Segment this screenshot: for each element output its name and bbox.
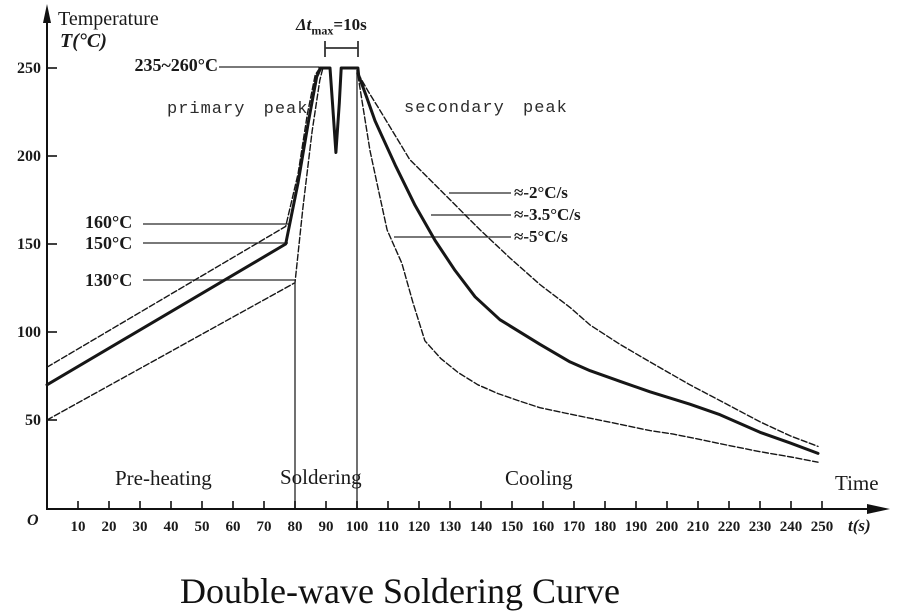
x-tick-label: 100 [346, 519, 369, 535]
x-tick-label: 130 [439, 519, 462, 535]
curve-cooling-5C-per-s [357, 74, 819, 463]
x-tick-label: 180 [594, 519, 617, 535]
curve-cooling-2C-per-s [357, 72, 819, 448]
x-tick-label: 160 [532, 519, 555, 535]
x-tick-label: 80 [288, 519, 303, 535]
temp-130-label: 130°C [85, 270, 133, 290]
x-tick-label: 30 [133, 519, 148, 535]
y-axis-title: Temperature [58, 8, 159, 30]
primary-peak-label: primary peak [167, 100, 309, 119]
x-tick-label: 200 [656, 519, 679, 535]
phase-preheating-label: Pre-heating [115, 466, 212, 490]
curve-preheat-lower-130C [46, 67, 324, 421]
dt-max-label: Δtmax=10s [296, 16, 367, 37]
x-tick-label: 60 [226, 519, 241, 535]
x-tick-label: 90 [319, 519, 334, 535]
curve-double-peak [318, 66, 361, 154]
x-tick-label: 40 [164, 519, 179, 535]
y-tick-label: 200 [17, 148, 41, 165]
y-axis-arrow-icon [43, 4, 51, 23]
curve-preheat-main-150C [45, 66, 323, 387]
dt-sub: max [311, 23, 334, 38]
figure-title: Double-wave Soldering Curve [180, 571, 620, 611]
curves-group [45, 66, 820, 463]
x-tick-label: 10 [71, 519, 86, 535]
rate-2-label: ≈-2°C/s [514, 183, 568, 202]
curve-cooling-3.5C-per-s [356, 71, 820, 455]
x-tick-label: 210 [687, 519, 710, 535]
peak-range-label: 235~260°C [134, 55, 218, 75]
x-tick-label: 150 [501, 519, 524, 535]
phase-cooling-label: Cooling [505, 466, 573, 490]
y-tick-label: 50 [25, 412, 41, 429]
x-tick-label: 140 [470, 519, 493, 535]
x-tick-label: 170 [563, 519, 586, 535]
dt-value: =10s [333, 15, 367, 34]
y-tick-label: 250 [17, 60, 41, 77]
origin-label: O [27, 512, 39, 529]
secondary-peak-label: secondary peak [404, 99, 568, 118]
y-axis-unit: T(°C) [60, 30, 107, 52]
rate-5-label: ≈-5°C/s [514, 227, 568, 246]
x-axis-unit: t(s) [848, 516, 871, 535]
rate-3-5-label: ≈-3.5°C/s [514, 205, 581, 224]
x-tick-label: 120 [408, 519, 431, 535]
x-tick-label: 110 [377, 519, 399, 535]
x-axis-title: Time [835, 471, 879, 495]
x-tick-label: 240 [780, 519, 803, 535]
x-tick-label: 250 [811, 519, 834, 535]
phase-soldering-label: Soldering [280, 465, 362, 489]
x-tick-label: 190 [625, 519, 648, 535]
curve-preheat-upper-160C [46, 67, 321, 368]
x-axis-arrow-icon [867, 504, 890, 514]
x-tick-label: 220 [718, 519, 741, 535]
y-tick-label: 100 [17, 324, 41, 341]
x-tick-label: 50 [195, 519, 210, 535]
y-tick-label: 150 [17, 236, 41, 253]
dt-prefix: Δt [296, 15, 312, 34]
x-tick-label: 230 [749, 519, 772, 535]
x-tick-label: 20 [102, 519, 117, 535]
x-tick-label: 70 [257, 519, 272, 535]
temp-150-label: 150°C [85, 233, 133, 253]
axis-ticks-group: 10 20 30 40 50 60 70 80 90 100 110 120 130 140 150 160 1… [17, 60, 833, 535]
temp-160-label: 160°C [85, 212, 133, 232]
